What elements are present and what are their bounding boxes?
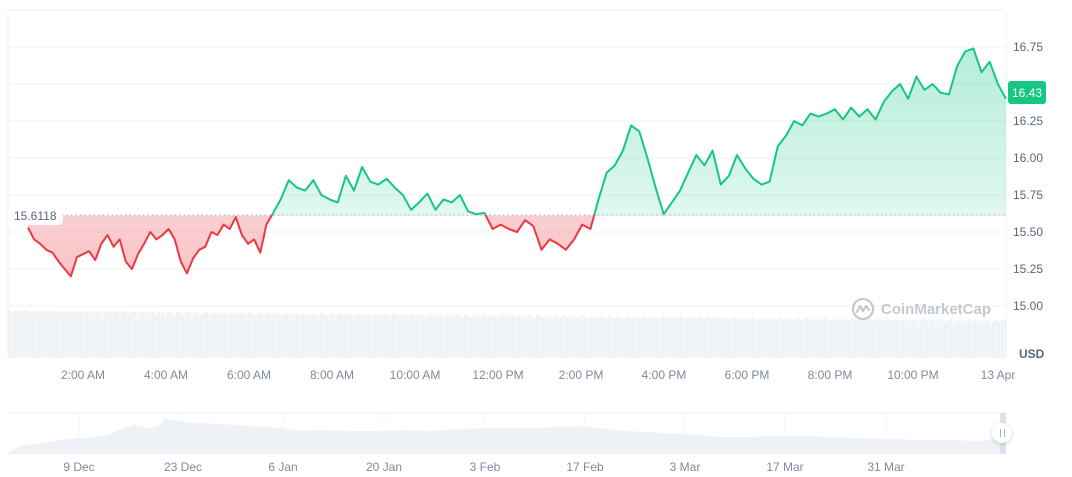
price-lines — [27, 47, 1007, 278]
x-tick-label: 6:00 PM — [724, 368, 770, 382]
watermark-text: CoinMarketCap — [881, 300, 992, 318]
navigator-date-label: 17 Feb — [566, 460, 604, 474]
x-tick-label: 13 Apr — [980, 368, 1016, 382]
y-tick-label: 16.00 — [1013, 151, 1044, 165]
y-tick-label: 16.25 — [1013, 114, 1044, 128]
y-tick-label: 15.50 — [1013, 225, 1044, 239]
y-tick-label: 16.75 — [1013, 40, 1044, 54]
navigator-range-handle[interactable] — [992, 423, 1012, 443]
current-price-badge: 16.43 — [1008, 81, 1046, 104]
x-tick-label: 8:00 AM — [309, 368, 355, 382]
x-tick-label: 2:00 PM — [558, 368, 604, 382]
navigator-date-label: 23 Dec — [163, 460, 203, 474]
coinmarketcap-logo-icon — [851, 297, 875, 321]
grid-lines — [7, 9, 1007, 358]
navigator-date-label: 20 Jan — [365, 460, 403, 474]
y-tick-label: 15.75 — [1013, 188, 1044, 202]
handle-grip-icon — [999, 429, 1001, 437]
navigator-date-label: 17 Mar — [766, 460, 804, 474]
coinmarketcap-watermark: CoinMarketCap — [851, 297, 991, 321]
x-tick-label: 6:00 AM — [226, 368, 272, 382]
x-tick-label: 12:00 PM — [472, 368, 524, 382]
navigator-date-label: 31 Mar — [867, 460, 905, 474]
navigator-date-label: 3 Mar — [669, 460, 701, 474]
navigator-date-label: 9 Dec — [63, 460, 95, 474]
navigator-date-label: 6 Jan — [268, 460, 298, 474]
x-tick-label: 4:00 PM — [641, 368, 687, 382]
x-tick-label: 4:00 AM — [143, 368, 189, 382]
currency-label: USD — [1019, 347, 1045, 361]
x-tick-label: 10:00 PM — [887, 368, 939, 382]
navigator-date-label: 3 Feb — [469, 460, 501, 474]
volume-bars — [8, 310, 1007, 358]
navigator-area[interactable] — [8, 412, 1006, 454]
x-tick-label: 8:00 PM — [807, 368, 853, 382]
baseline-value-label: 15.6118 — [8, 207, 63, 225]
x-tick-label: 10:00 AM — [389, 368, 441, 382]
x-tick-label: 2:00 AM — [60, 368, 106, 382]
y-tick-label: 15.00 — [1013, 299, 1044, 313]
y-tick-label: 15.25 — [1013, 262, 1044, 276]
handle-grip-icon — [1003, 429, 1005, 437]
